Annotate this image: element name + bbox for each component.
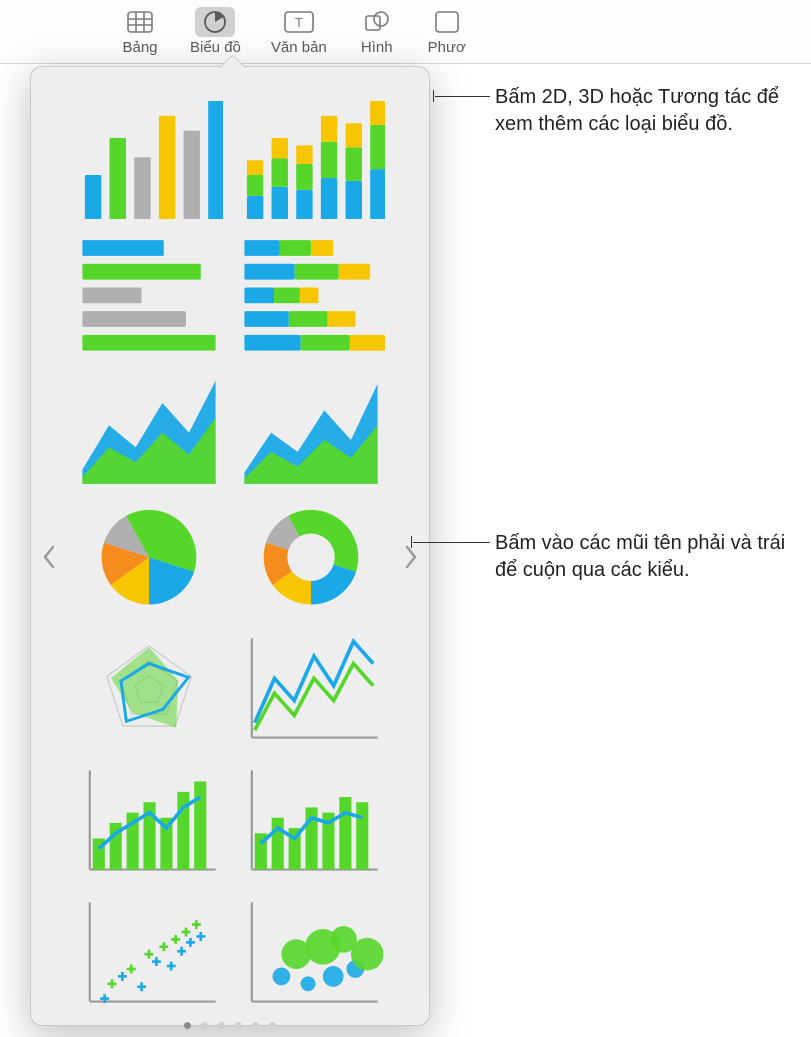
toolbar-label: Bảng: [122, 39, 157, 56]
media-icon: [427, 7, 467, 37]
page-dot[interactable]: [235, 1022, 242, 1029]
chart-style-scatter[interactable]: [75, 895, 223, 1013]
chart-style-bar[interactable]: [75, 233, 223, 351]
toolbar-label: Hình: [361, 39, 393, 56]
callout-arrows: Bấm vào các mũi tên phải và trái để cuộn…: [495, 530, 795, 584]
chart-style-area[interactable]: [75, 366, 223, 484]
chart-style-column[interactable]: [75, 101, 223, 219]
toolbar-label: Biểu đồ: [190, 39, 241, 56]
chart-style-stacked-column[interactable]: [237, 101, 385, 219]
toolbar-item-chart[interactable]: Biểu đồ: [190, 7, 241, 56]
chart-gallery: [31, 93, 429, 1022]
next-arrow[interactable]: [393, 93, 429, 1022]
chart-icon: [195, 7, 235, 37]
toolbar-item-table[interactable]: Bảng: [120, 7, 160, 56]
toolbar-item-shapes[interactable]: Hình: [357, 7, 397, 56]
page-dot[interactable]: [201, 1022, 208, 1029]
toolbar-label: Văn bản: [271, 39, 327, 56]
page-dots: [31, 1022, 429, 1037]
chart-style-radar[interactable]: [75, 631, 223, 749]
shapes-icon: [357, 7, 397, 37]
page-dot[interactable]: [269, 1022, 276, 1029]
table-icon: [120, 7, 160, 37]
page-dot[interactable]: [184, 1022, 191, 1029]
toolbar-label: Phươ: [428, 39, 466, 56]
toolbar: Bảng Biểu đồ T Văn bản Hình Phươ: [0, 0, 811, 64]
callout-text: Bấm vào các mũi tên phải và trái để cuộn…: [495, 532, 785, 581]
chart-style-area[interactable]: [237, 366, 385, 484]
page-dot[interactable]: [218, 1022, 225, 1029]
svg-text:T: T: [295, 15, 303, 30]
chart-style-combo[interactable]: [75, 763, 223, 881]
chart-popover: 2D 3D Tương tác: [30, 66, 430, 1026]
textbox-icon: T: [279, 7, 319, 37]
callout-text: Bấm 2D, 3D hoặc Tương tác để xem thêm cá…: [495, 86, 779, 135]
callout-segmented: Bấm 2D, 3D hoặc Tương tác để xem thêm cá…: [495, 84, 805, 138]
page-dot[interactable]: [252, 1022, 259, 1029]
prev-arrow[interactable]: [31, 93, 67, 1022]
chart-style-column-line[interactable]: [237, 763, 385, 881]
chart-style-line-axes[interactable]: [237, 631, 385, 749]
chart-style-pie[interactable]: [75, 498, 223, 616]
chart-style-donut[interactable]: [237, 498, 385, 616]
chart-style-bubble[interactable]: [237, 895, 385, 1013]
toolbar-item-media[interactable]: Phươ: [427, 7, 467, 56]
chart-style-stacked-bar[interactable]: [237, 233, 385, 351]
toolbar-item-text[interactable]: T Văn bản: [271, 7, 327, 56]
